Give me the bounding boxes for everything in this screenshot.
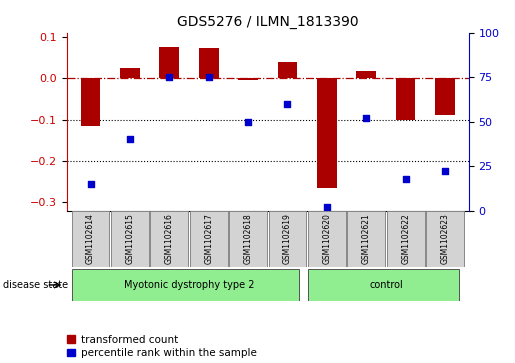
Text: GSM1102620: GSM1102620 [322,213,331,264]
Text: GSM1102616: GSM1102616 [165,213,174,264]
Bar [238,78,258,80]
Bar [120,68,140,78]
Point [323,204,331,210]
Text: Myotonic dystrophy type 2: Myotonic dystrophy type 2 [124,280,254,290]
Bar [269,211,306,267]
Legend: transformed count, percentile rank within the sample: transformed count, percentile rank withi… [67,335,256,358]
Text: GSM1102623: GSM1102623 [440,213,450,264]
Bar [81,78,100,126]
Text: GSM1102615: GSM1102615 [126,213,134,264]
Bar [160,47,179,78]
Bar [387,211,424,267]
Point [402,176,410,182]
Point [126,136,134,142]
Bar [317,78,337,188]
Point [441,168,449,174]
Bar [199,48,218,78]
Bar [396,78,416,119]
Bar [356,71,376,78]
Bar [72,211,110,267]
Text: GSM1102619: GSM1102619 [283,213,292,264]
Bar [347,211,385,267]
Title: GDS5276 / ILMN_1813390: GDS5276 / ILMN_1813390 [177,15,358,29]
Point [87,181,95,187]
Point [362,115,370,121]
Point [204,74,213,80]
Text: GSM1102618: GSM1102618 [244,213,253,264]
Text: GSM1102622: GSM1102622 [401,213,410,264]
Text: GSM1102614: GSM1102614 [86,213,95,264]
Text: disease state: disease state [3,280,67,290]
Bar [308,269,459,301]
Bar [72,269,299,301]
Text: GSM1102621: GSM1102621 [362,213,371,264]
Bar [111,211,149,267]
Bar [229,211,267,267]
Bar [308,211,346,267]
Bar [426,211,464,267]
Bar [150,211,188,267]
Bar [278,62,297,78]
Text: GSM1102617: GSM1102617 [204,213,213,264]
Text: control: control [369,280,403,290]
Bar [435,78,455,115]
Point [165,74,174,80]
Point [283,101,291,107]
Bar [190,211,228,267]
Point [244,119,252,125]
